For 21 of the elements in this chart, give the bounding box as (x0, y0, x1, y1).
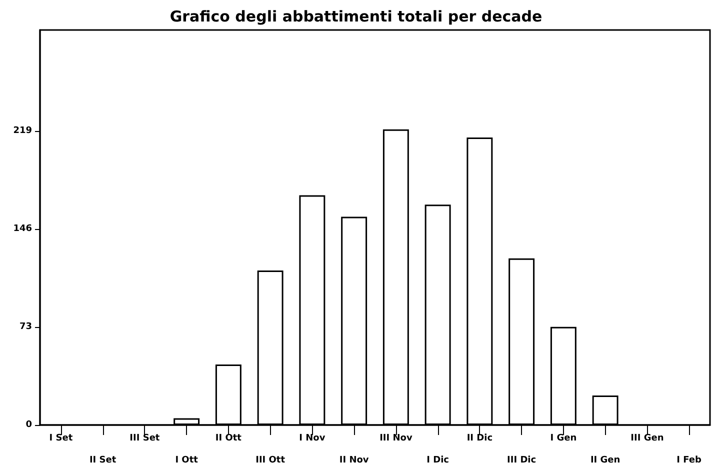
x-tick-label: III Nov (380, 434, 412, 444)
y-tick-label: 146 (13, 224, 32, 234)
x-tick-label: II Dic (466, 434, 493, 444)
chart-title: Grafico degli abbattimenti totali per decade (170, 8, 542, 26)
x-tick-label: II Set (89, 456, 117, 466)
y-tick-label: 73 (19, 322, 32, 332)
x-tick-label: I Dic (426, 456, 449, 466)
x-tick-label: I Gen (550, 434, 577, 444)
x-tick-label: II Nov (339, 456, 369, 466)
x-tick-label: I Ott (175, 456, 199, 466)
x-tick-label: II Ott (215, 434, 242, 444)
x-tick-label: I Set (49, 434, 74, 444)
y-tick-label: 219 (13, 126, 32, 136)
x-tick-label: III Ott (256, 456, 286, 466)
x-tick-label: II Gen (590, 456, 620, 466)
x-tick-label: III Dic (507, 456, 536, 466)
x-tick-label: III Gen (630, 434, 664, 444)
x-tick-label: I Nov (299, 434, 326, 444)
x-tick-label: III Set (130, 434, 160, 444)
y-tick-label: 0 (26, 420, 32, 430)
x-tick-label: I Feb (676, 456, 702, 466)
